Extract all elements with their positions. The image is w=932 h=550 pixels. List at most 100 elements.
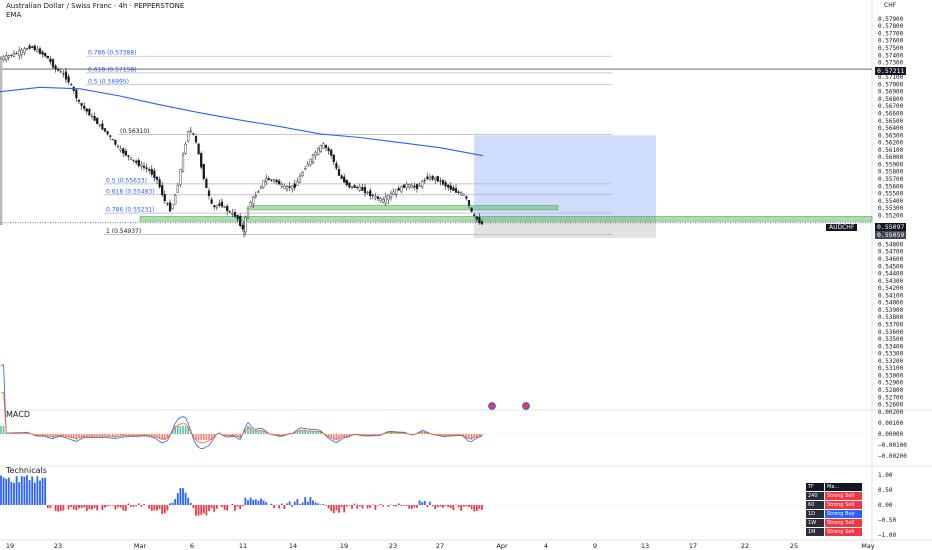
candle-body: [70, 83, 73, 85]
macd-pane-title[interactable]: MACD: [6, 410, 30, 419]
technicals-bar: [439, 505, 442, 507]
macd-tick-label: −0.00100: [878, 442, 907, 449]
candle-body: [480, 221, 484, 225]
technicals-bar: [39, 480, 41, 505]
candle-body: [436, 175, 439, 182]
candle-body: [228, 211, 231, 213]
technicals-bar: [23, 476, 26, 505]
macd-histogram-bar: [138, 434, 140, 436]
technicals-bar: [410, 505, 413, 509]
candle-body: [233, 212, 237, 217]
technicals-bar: [465, 505, 468, 507]
candle-body: [124, 150, 127, 156]
time-tick-label: 13: [641, 542, 649, 550]
candle-body: [197, 143, 200, 155]
candle-body: [25, 48, 29, 50]
time-tick-label: 4: [544, 542, 548, 550]
technicals-bar: [436, 505, 439, 508]
technicals-bar: [176, 493, 179, 505]
fib-level-label: 1 (0.54937): [106, 228, 141, 235]
price-tick-label: 0.57400: [878, 52, 904, 59]
price-tick-label: 0.54300: [878, 278, 904, 285]
technicals-tick-label: 0.50: [878, 487, 893, 494]
candle-body: [202, 164, 205, 179]
candle-body: [332, 154, 335, 163]
macd-histogram-bar: [197, 434, 200, 440]
event-flag-icon[interactable]: [522, 402, 530, 410]
technicals-bar: [273, 505, 275, 509]
macd-histogram-bar: [114, 434, 117, 438]
candle-body: [148, 169, 151, 171]
price-tick-label: 0.52600: [878, 402, 904, 409]
price-tick-label: 0.57100: [878, 74, 904, 81]
candle-body: [213, 205, 216, 208]
candle-body: [28, 45, 31, 49]
crosshair-price-label: 0.57211: [875, 67, 907, 75]
macd-histogram-bar: [195, 434, 197, 440]
event-flag-icon[interactable]: [488, 402, 496, 410]
candle-body: [64, 71, 68, 80]
technicals-bar: [400, 505, 403, 506]
macd-histogram-bar: [442, 434, 444, 436]
macd-histogram-bar: [171, 431, 174, 434]
technicals-bar: [460, 505, 463, 511]
technicals-bar: [234, 505, 236, 511]
candle-body: [20, 49, 23, 55]
technicals-bar: [397, 503, 400, 505]
candle-body: [350, 185, 354, 188]
candle-body: [444, 182, 447, 187]
candle-body: [194, 136, 198, 143]
technicals-bar: [306, 501, 309, 505]
macd-histogram-bar: [239, 434, 241, 438]
time-tick-label: 23: [54, 542, 62, 550]
macd-histogram-bar: [369, 434, 371, 436]
candle-body: [421, 180, 424, 188]
macd-histogram-bar: [333, 434, 335, 440]
price-tick-label: 0.56800: [878, 96, 904, 103]
technicals-tick-label: 1.00: [878, 472, 893, 479]
technicals-bar: [241, 505, 244, 507]
technicals-bar: [117, 505, 119, 508]
macd-histogram-bar: [156, 434, 158, 438]
price-tick-label: 0.56300: [878, 132, 904, 139]
technicals-bar: [283, 505, 286, 509]
candle-body: [176, 185, 179, 193]
ema-indicator-label[interactable]: EMA: [6, 11, 22, 19]
candle-body: [335, 163, 338, 169]
candle-body: [272, 179, 276, 182]
time-tick-label: 6: [190, 542, 194, 550]
technicals-bar: [408, 505, 411, 509]
macd-tick-label: 0.00000: [878, 431, 904, 438]
technicals-bar: [340, 505, 343, 508]
candle-body: [114, 139, 117, 145]
candle-body: [397, 188, 400, 191]
candle-body: [244, 217, 247, 232]
technicals-bar: [205, 505, 208, 516]
macd-histogram-bar: [260, 429, 262, 434]
candle-body: [41, 51, 44, 55]
technicals-pane-title[interactable]: Technicals: [6, 466, 47, 475]
macd-histogram-bar: [174, 426, 176, 434]
candle-body: [150, 168, 153, 175]
macd-histogram-bar: [312, 431, 314, 434]
technicals-bar: [299, 504, 301, 505]
macd-histogram-bar: [65, 434, 67, 437]
candle-body: [220, 201, 224, 207]
fib-level-label: (0.56310): [120, 128, 150, 135]
macd-histogram-bar: [184, 426, 187, 434]
macd-histogram-bar: [0, 426, 2, 434]
candle-body: [62, 73, 65, 75]
technicals-bar: [405, 505, 408, 506]
technicals-bar: [10, 482, 13, 505]
candle-body: [353, 185, 356, 188]
candle-body: [418, 185, 421, 187]
price-tick-label: 0.53700: [878, 322, 904, 329]
technicals-bar: [338, 505, 340, 513]
technicals-bar: [221, 505, 223, 508]
time-tick-label: 14: [289, 542, 297, 550]
candle-body: [379, 198, 382, 202]
macd-histogram-bar: [210, 434, 213, 440]
candle-body: [460, 192, 463, 196]
macd-histogram-bar: [132, 434, 135, 437]
